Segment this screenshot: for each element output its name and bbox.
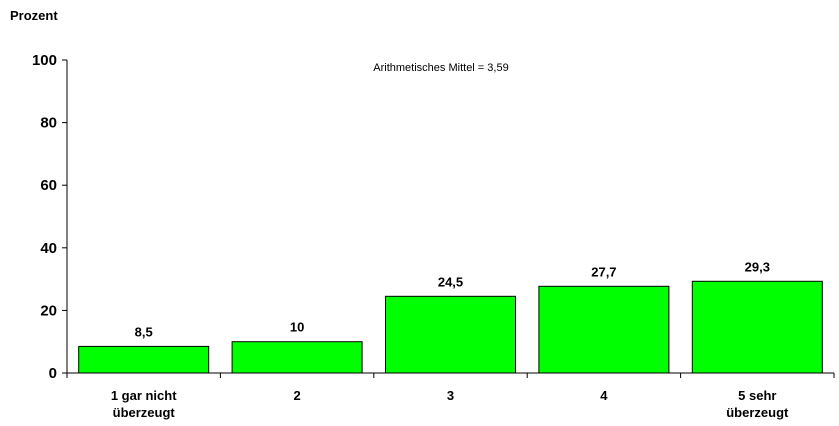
bars-layer: 8,5 10 24,5 27,7 29,3: [78, 259, 823, 374]
category-label: überzeugt: [113, 405, 176, 420]
y-tick-label: 0: [49, 365, 57, 382]
mean-annotation: Arithmetisches Mittel = 3,59: [373, 62, 508, 74]
x-ticks-layer: 1 gar nicht überzeugt 2 3 4 5 sehr überzeugt: [66, 373, 835, 420]
bar-value-label: 8,5: [135, 324, 153, 339]
y-ticks-layer: 0 20 40 60 80 100: [32, 52, 67, 382]
y-tick-label: 20: [40, 302, 57, 319]
bar-value-label: 27,7: [591, 264, 616, 279]
category-label: 1 gar nicht: [111, 388, 177, 403]
bar: [78, 345, 210, 374]
category-label: 4: [600, 388, 608, 403]
y-tick-label: 100: [32, 52, 57, 69]
y-tick-label: 80: [40, 115, 57, 132]
bar-value-label: 29,3: [745, 259, 770, 274]
y-tick-label: 40: [40, 240, 57, 257]
category-label: überzeugt: [726, 405, 789, 420]
bar: [231, 341, 363, 374]
bar: [691, 280, 823, 374]
y-tick-label: 60: [40, 177, 57, 194]
category-label: 3: [447, 388, 454, 403]
bar: [385, 295, 516, 374]
bar: [538, 285, 670, 374]
category-label: 5 sehr: [738, 388, 776, 403]
y-axis-label: Prozent: [10, 8, 58, 23]
bar-value-label: 24,5: [438, 274, 463, 289]
category-label: 2: [293, 388, 300, 403]
bar-value-label: 10: [290, 320, 304, 335]
